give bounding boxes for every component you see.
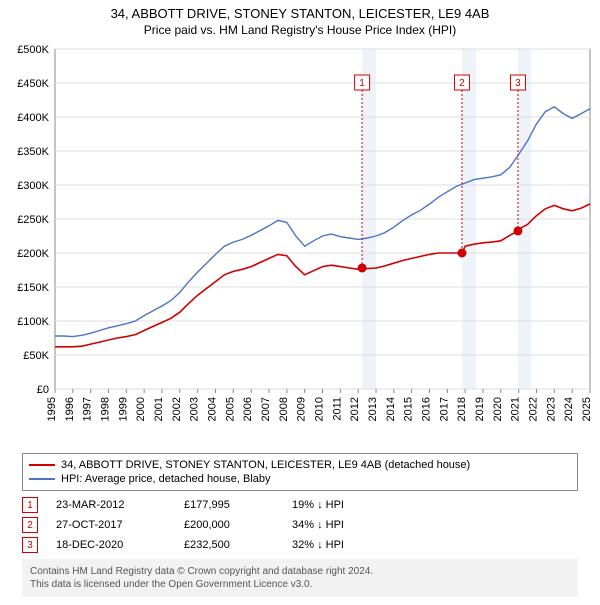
legend-item-hpi: HPI: Average price, detached house, Blab… [29,472,571,486]
chart-titles: 34, ABBOTT DRIVE, STONEY STANTON, LEICES… [0,0,600,39]
svg-text:£0: £0 [37,384,49,396]
svg-text:1995: 1995 [46,397,58,421]
chart-area: £0 £50K £100K £150K £200K £250K £300K £350K £400… [0,39,600,449]
sale-price-1: £177,995 [184,499,274,511]
svg-text:2020: 2020 [492,397,504,421]
svg-text:£450K: £450K [17,78,49,90]
sale-price-3: £232,500 [184,539,274,551]
svg-text:2022: 2022 [528,397,540,421]
svg-text:2011: 2011 [331,397,343,421]
svg-text:2015: 2015 [403,397,415,421]
svg-text:£100K: £100K [17,316,49,328]
svg-text:2021: 2021 [510,397,522,421]
svg-text:2014: 2014 [385,397,397,421]
sale-row-3: 3 18-DEC-2020 £232,500 32% ↓ HPI [22,535,578,555]
legend-label-hpi: HPI: Average price, detached house, Blab… [61,473,271,485]
sale-date-2: 27-OCT-2017 [56,519,166,531]
svg-text:2001: 2001 [153,397,165,421]
svg-text:2012: 2012 [349,397,361,421]
sale-marker-2: 2 [22,517,38,533]
sale-row-1: 1 23-MAR-2012 £177,995 19% ↓ HPI [22,495,578,515]
svg-text:2010: 2010 [314,397,326,421]
svg-text:2017: 2017 [438,397,450,421]
svg-text:2018: 2018 [456,397,468,421]
chart-svg: £0 £50K £100K £150K £200K £250K £300K £350K £400… [0,39,600,449]
legend-swatch-property [29,464,55,466]
svg-text:2008: 2008 [278,397,290,421]
legend-swatch-hpi [29,478,55,480]
svg-text:2016: 2016 [421,397,433,421]
svg-text:3: 3 [515,78,521,89]
svg-text:2002: 2002 [171,397,183,421]
svg-text:2000: 2000 [135,397,147,421]
svg-text:2025: 2025 [581,397,593,421]
svg-text:2024: 2024 [563,397,575,421]
svg-text:2005: 2005 [224,397,236,421]
svg-text:£500K: £500K [17,44,49,56]
svg-text:£150K: £150K [17,282,49,294]
sale-date-1: 23-MAR-2012 [56,499,166,511]
sale-date-3: 18-DEC-2020 [56,539,166,551]
svg-text:1999: 1999 [117,397,129,421]
svg-text:2009: 2009 [296,397,308,421]
svg-text:2007: 2007 [260,397,272,421]
svg-text:£50K: £50K [23,350,49,362]
svg-text:2023: 2023 [545,397,557,421]
sale-row-2: 2 27-OCT-2017 £200,000 34% ↓ HPI [22,515,578,535]
legend-label-property: 34, ABBOTT DRIVE, STONEY STANTON, LEICES… [61,459,470,471]
svg-text:2013: 2013 [367,397,379,421]
title-address: 34, ABBOTT DRIVE, STONEY STANTON, LEICES… [0,6,600,21]
svg-text:£250K: £250K [17,214,49,226]
footnote: Contains HM Land Registry data © Crown c… [22,559,578,597]
sale-price-2: £200,000 [184,519,274,531]
svg-text:2006: 2006 [242,397,254,421]
sale-delta-1: 19% ↓ HPI [292,499,372,511]
sales-table: 1 23-MAR-2012 £177,995 19% ↓ HPI 2 27-OC… [22,495,578,555]
svg-text:2004: 2004 [207,397,219,421]
legend-item-property: 34, ABBOTT DRIVE, STONEY STANTON, LEICES… [29,458,571,472]
sale-delta-2: 34% ↓ HPI [292,519,372,531]
svg-text:1998: 1998 [100,397,112,421]
svg-text:2019: 2019 [474,397,486,421]
svg-text:2003: 2003 [189,397,201,421]
sale-delta-3: 32% ↓ HPI [292,539,372,551]
svg-text:1: 1 [359,78,365,89]
svg-text:1997: 1997 [82,397,94,421]
sale-marker-1: 1 [22,497,38,513]
footnote-line2: This data is licensed under the Open Gov… [30,578,570,591]
svg-text:1996: 1996 [64,397,76,421]
svg-text:£300K: £300K [17,180,49,192]
legend: 34, ABBOTT DRIVE, STONEY STANTON, LEICES… [22,453,578,491]
svg-text:£200K: £200K [17,248,49,260]
title-subtitle: Price paid vs. HM Land Registry's House … [0,23,600,37]
svg-text:£400K: £400K [17,112,49,124]
sale-marker-3: 3 [22,537,38,553]
svg-text:£350K: £350K [17,146,49,158]
footnote-line1: Contains HM Land Registry data © Crown c… [30,565,570,578]
svg-text:2: 2 [459,78,465,89]
